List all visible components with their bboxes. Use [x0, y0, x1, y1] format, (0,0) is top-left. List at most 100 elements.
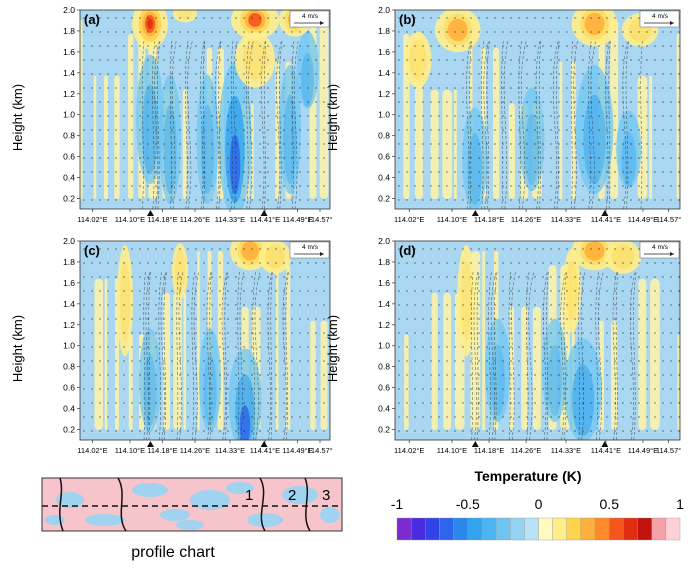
- boundary-line: [117, 477, 127, 532]
- wind-vector: [398, 332, 400, 334]
- wind-vector: [123, 129, 125, 131]
- wind-vector: [283, 129, 285, 131]
- wind-vector: [446, 276, 448, 278]
- wind-vector: [518, 332, 520, 334]
- wind-vector: [163, 346, 165, 348]
- wind-vector: [406, 290, 408, 292]
- wind-vector: [678, 31, 680, 33]
- wind-vector: [542, 45, 544, 47]
- wind-vector: [518, 17, 520, 19]
- wind-vector: [99, 87, 101, 89]
- wind-vector: [574, 31, 576, 33]
- wind-vector: [179, 402, 181, 404]
- x-tick-label: 114.18°E: [147, 446, 177, 455]
- wind-vector: [187, 171, 189, 173]
- wind-vector: [654, 332, 656, 334]
- wind-vector: [299, 31, 301, 33]
- wind-vector: [654, 276, 656, 278]
- wind-vector: [99, 388, 101, 390]
- wind-vector: [478, 87, 480, 89]
- wind-vector: [211, 248, 213, 250]
- wind-vector: [99, 416, 101, 418]
- wind-vector: [171, 388, 173, 390]
- wind-vector: [115, 199, 117, 201]
- cold-core: [467, 133, 483, 206]
- wind-vector: [582, 290, 584, 292]
- wind-vector: [422, 402, 424, 404]
- wind-vector: [107, 87, 109, 89]
- wind-vector: [486, 87, 488, 89]
- wind-vector: [227, 185, 229, 187]
- cold-core: [143, 354, 157, 427]
- wind-vector: [259, 304, 261, 306]
- wind-vector: [171, 101, 173, 103]
- wind-vector: [291, 59, 293, 61]
- wind-vector: [454, 185, 456, 187]
- wind-vector: [83, 276, 85, 278]
- wind-vector: [243, 157, 245, 159]
- wind-vector: [195, 248, 197, 250]
- wind-vector: [510, 115, 512, 117]
- wind-vector: [398, 185, 400, 187]
- wind-vector: [502, 318, 504, 320]
- wind-vector: [211, 185, 213, 187]
- streamline: [193, 270, 200, 440]
- wind-vector: [243, 185, 245, 187]
- wind-vector: [243, 129, 245, 131]
- wind-vector: [414, 31, 416, 33]
- wind-vector: [430, 115, 432, 117]
- wind-vector: [235, 374, 237, 376]
- wind-vector: [99, 45, 101, 47]
- wind-vector: [179, 87, 181, 89]
- wind-vector: [630, 248, 632, 250]
- wind-vector: [315, 374, 317, 376]
- wind-vector: [259, 332, 261, 334]
- wind-vector: [179, 185, 181, 187]
- wind-vector: [275, 290, 277, 292]
- wind-vector: [678, 374, 680, 376]
- wind-vector: [235, 360, 237, 362]
- wind-vector: [622, 115, 624, 117]
- wind-vector: [147, 402, 149, 404]
- wind-vector: [147, 346, 149, 348]
- wind-vector: [179, 17, 181, 19]
- wind-vector: [478, 248, 480, 250]
- wind-vector: [510, 185, 512, 187]
- wind-vector: [502, 199, 504, 201]
- wind-vector: [598, 402, 600, 404]
- wind-vector: [606, 416, 608, 418]
- wind-vector: [630, 17, 632, 19]
- wind-vector: [526, 199, 528, 201]
- wind-vector: [678, 59, 680, 61]
- wind-vector: [454, 388, 456, 390]
- wind-vector: [486, 402, 488, 404]
- colorbar-swatch: [580, 517, 596, 541]
- warm-band: [430, 89, 439, 200]
- warm-band: [493, 47, 500, 200]
- wind-vector: [267, 346, 269, 348]
- panel-b: (b) 4 m/s0.20.40.60.81.01.21.41.61.82.0He…: [325, 5, 681, 224]
- wind-vector: [518, 171, 520, 173]
- wind-vector: [83, 101, 85, 103]
- wind-vector: [83, 304, 85, 306]
- wind-vector: [662, 157, 664, 159]
- wind-vector: [646, 73, 648, 75]
- wind-vector: [203, 59, 205, 61]
- wind-vector: [582, 262, 584, 264]
- wind-vector: [283, 143, 285, 145]
- wind-vector: [227, 332, 229, 334]
- wind-vector: [430, 276, 432, 278]
- reference-arrowhead: [320, 252, 324, 256]
- wind-vector: [406, 346, 408, 348]
- wind-vector: [211, 318, 213, 320]
- wind-vector: [478, 199, 480, 201]
- wind-vector: [510, 59, 512, 61]
- wind-vector: [598, 87, 600, 89]
- wind-vector: [406, 248, 408, 250]
- wind-vector: [654, 157, 656, 159]
- wind-vector: [470, 332, 472, 334]
- cold-core: [524, 113, 540, 186]
- wind-vector: [203, 332, 205, 334]
- streamline: [595, 270, 600, 440]
